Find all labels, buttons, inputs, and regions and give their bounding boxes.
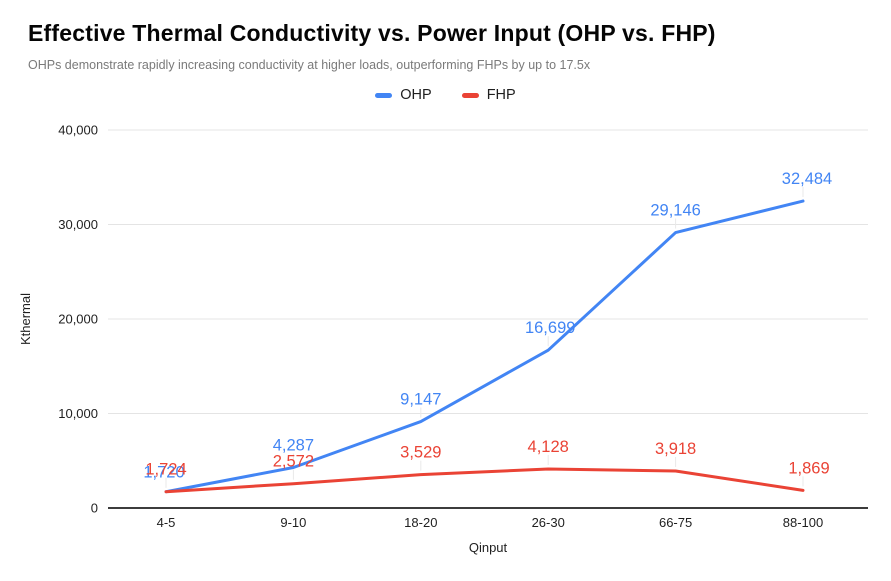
data-label-ohp: 16,699 (525, 319, 575, 337)
y-tick-label: 0 (91, 501, 98, 516)
x-tick-label: 9-10 (280, 515, 306, 530)
legend-swatch-fhp-icon (461, 92, 479, 98)
data-label-ohp: 4,287 (273, 436, 314, 454)
legend-swatch-ohp-icon (375, 92, 393, 98)
legend-item-ohp: OHP (375, 87, 432, 103)
chart-subtitle: OHPs demonstrate rapidly increasing cond… (28, 58, 591, 72)
chart-title: Effective Thermal Conductivity vs. Power… (28, 20, 716, 46)
data-label-fhp: 3,529 (400, 444, 441, 462)
data-label-ohp: 32,484 (782, 170, 832, 188)
data-label-fhp: 4,128 (528, 438, 569, 456)
data-label-ohp: 29,146 (650, 202, 700, 220)
series-line-ohp (164, 199, 805, 494)
data-label-fhp: 1,724 (145, 461, 186, 479)
x-tick-label: 4-5 (157, 515, 176, 530)
data-label-fhp: 2,572 (273, 453, 314, 471)
x-axis-title: Qinput (469, 540, 508, 555)
legend-item-fhp: FHP (461, 87, 516, 103)
x-tick-label: 66-75 (659, 515, 692, 530)
y-tick-label: 40,000 (58, 123, 98, 138)
legend: OHP FHP (0, 87, 891, 103)
legend-label-fhp: FHP (486, 87, 516, 103)
data-label-fhp: 3,918 (655, 440, 696, 458)
data-label-fhp: 1,869 (788, 459, 829, 477)
x-tick-label: 88-100 (783, 515, 823, 530)
data-label-ohp: 9,147 (400, 391, 441, 409)
x-tick-label: 18-20 (404, 515, 437, 530)
y-tick-label: 20,000 (58, 312, 98, 327)
legend-label-ohp: OHP (400, 87, 432, 103)
x-tick-label: 26-30 (532, 515, 565, 530)
y-axis-title: Kthermal (18, 293, 33, 345)
series-line-fhp (164, 467, 805, 494)
y-tick-label: 10,000 (58, 406, 98, 421)
data-label-ohp: 1,720 (143, 464, 184, 482)
y-tick-label: 30,000 (58, 217, 98, 232)
